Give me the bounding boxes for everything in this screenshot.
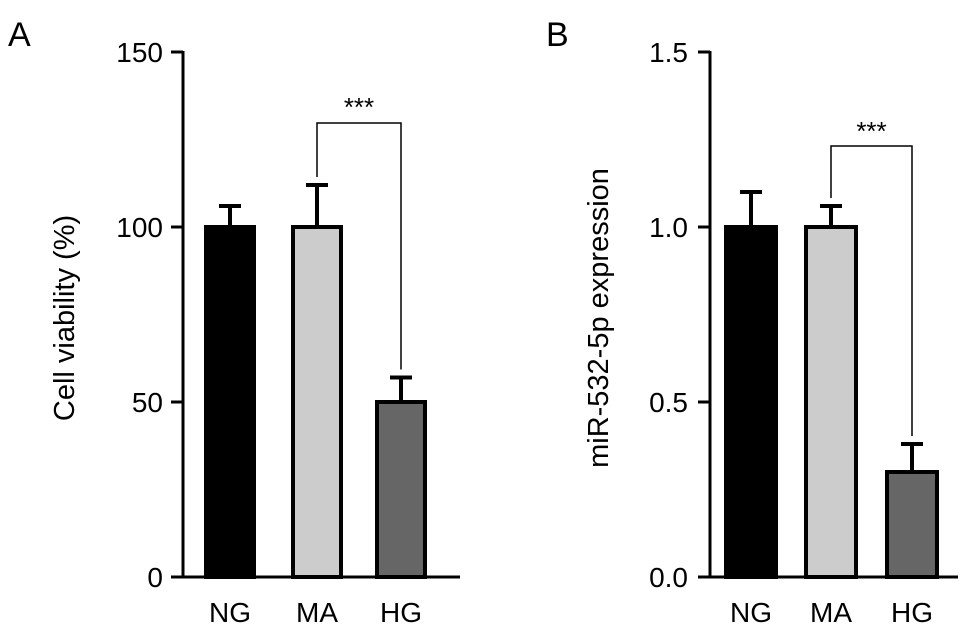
significance-label: *** [344,92,374,122]
significance-bracket [316,122,402,370]
panel-a-significance: *** [316,92,402,370]
significance-bracket [830,145,913,436]
panel-a-y-axis-title: Cell viability (%) [49,215,81,421]
chart-panel-a: A Cell viability (%) 0 50 100 150 NG MA HG **… [8,16,460,628]
bar-ma [804,225,858,579]
panel-b-x-labels: NG MA HG [730,597,933,628]
x-tick-label-hg: HG [380,597,422,628]
y-tick-label: 150 [116,37,163,68]
x-tick-label-ng: NG [730,597,772,628]
panel-b-letter: B [546,16,569,54]
panel-a-x-labels: NG MA HG [209,597,422,628]
bar-ng [204,225,256,579]
panel-b-bars [724,190,939,579]
y-tick-label: 50 [132,387,163,418]
bar-ma [291,225,343,579]
panel-a-letter: A [8,16,31,54]
chart-panel-b: B miR-532-5p expression 0.0 0.5 1.0 1.5 NG M… [546,16,958,628]
bar-hg [885,470,939,579]
bar-hg [375,400,427,579]
y-tick-label: 0 [147,562,163,593]
y-tick-label: 1.5 [649,37,688,68]
y-tick-label: 0.5 [649,387,688,418]
x-tick-label-hg: HG [891,597,933,628]
bar-ng [724,225,778,579]
y-tick-label: 0.0 [649,562,688,593]
panel-a-y-ticks: 0 50 100 150 [116,37,183,593]
panel-a-bars [204,183,427,579]
panel-b-significance: *** [830,116,913,436]
x-tick-label-ma: MA [810,597,852,628]
y-tick-label: 100 [116,212,163,243]
y-tick-label: 1.0 [649,212,688,243]
panel-b-y-ticks: 0.0 0.5 1.0 1.5 [649,37,710,593]
x-tick-label-ng: NG [209,597,251,628]
panel-b-y-axis-title: miR-532-5p expression [583,168,615,468]
x-tick-label-ma: MA [296,597,338,628]
significance-label: *** [856,116,886,146]
